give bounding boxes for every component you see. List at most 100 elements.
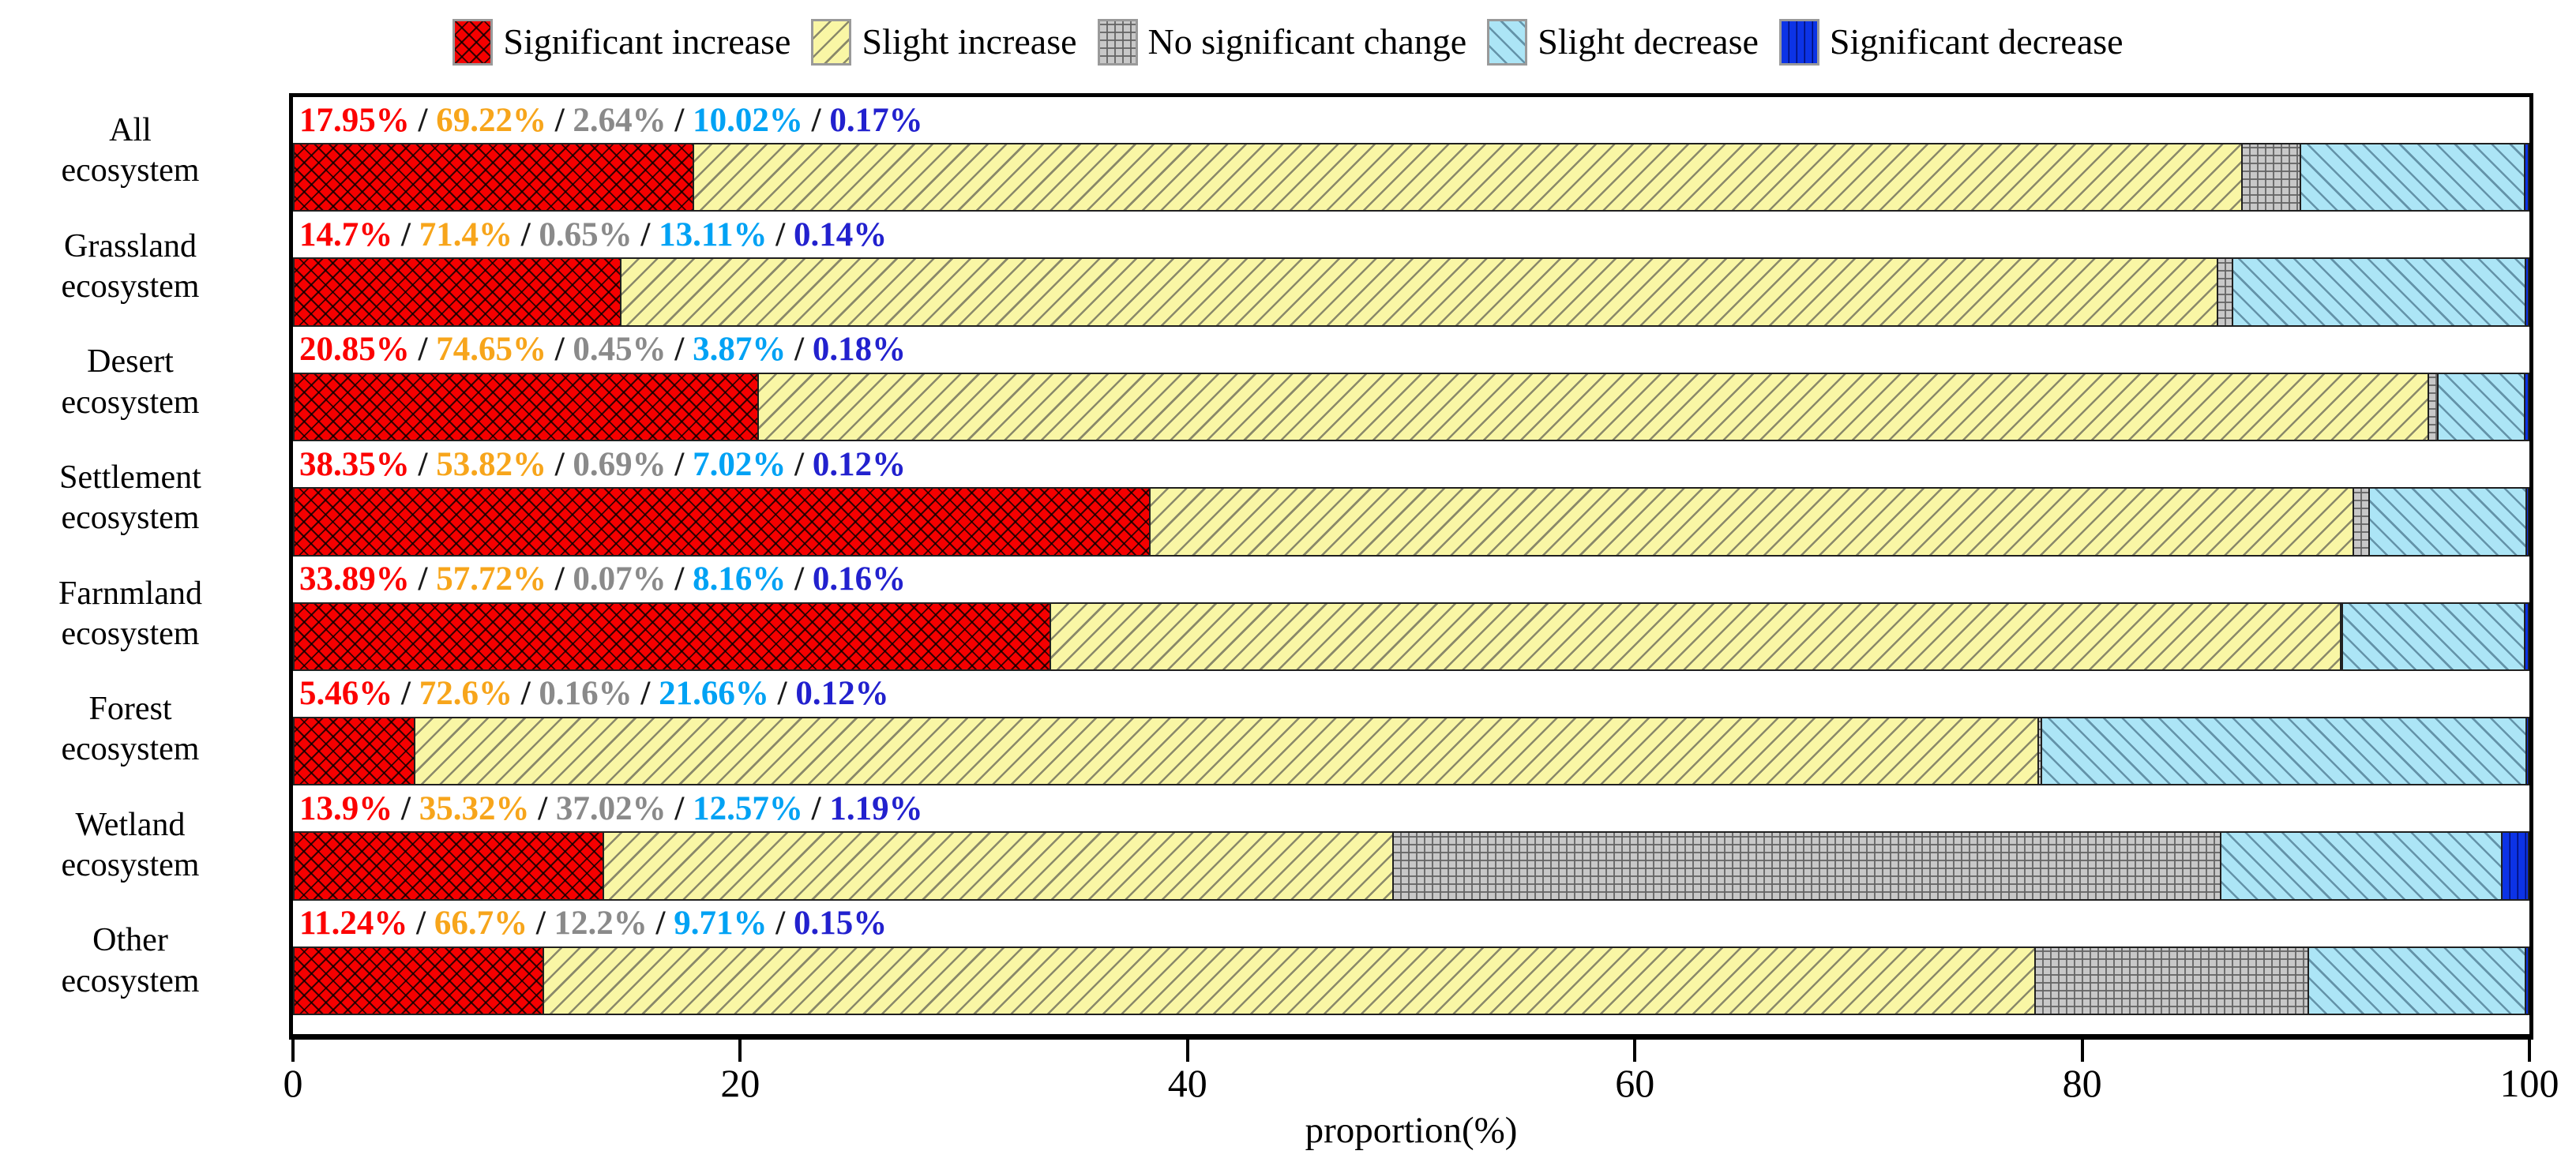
- bar-segment-no-change: [2036, 946, 2309, 1015]
- value-separator: /: [409, 445, 437, 483]
- value-label: 74.65%: [436, 331, 546, 369]
- value-separator: /: [802, 101, 830, 139]
- legend-label: Significant increase: [503, 21, 791, 62]
- value-label: 3.87%: [693, 331, 787, 369]
- value-separator: /: [767, 905, 794, 943]
- legend-label: Slight decrease: [1538, 21, 1759, 62]
- bar-segment-sig-inc: [293, 602, 1051, 671]
- tick-label: 40: [1167, 1061, 1207, 1105]
- legend-swatch-sig-inc-icon: [452, 18, 494, 66]
- value-separator: /: [767, 216, 794, 253]
- bar-segment-sig-inc: [293, 831, 604, 901]
- value-label: 8.16%: [693, 560, 787, 598]
- value-annotation-strip: 5.46% / 72.6% / 0.16% / 21.66% / 0.12%: [293, 671, 2529, 717]
- tick-mark: [1185, 1040, 1189, 1062]
- legend-label: Significant decrease: [1829, 21, 2124, 62]
- value-label: 0.16%: [812, 560, 907, 598]
- category-label: Grassland ecosystem: [61, 227, 200, 305]
- stacked-bar: [293, 946, 2529, 1015]
- value-separator: /: [632, 675, 659, 713]
- value-label: 37.02%: [555, 789, 667, 827]
- value-label: 35.32%: [419, 789, 530, 827]
- value-label: 13.11%: [659, 216, 768, 253]
- x-axis-title: proportion(%): [1305, 1110, 1518, 1151]
- category-label: Other ecosystem: [61, 922, 200, 999]
- y-axis-category-labels: All ecosystem Grassland ecosystem Desert e…: [0, 93, 261, 1040]
- bar-segment-sig-dec: [2525, 946, 2529, 1015]
- legend-item-sli-inc: Slight increase: [811, 18, 1077, 66]
- value-separator: /: [392, 675, 419, 713]
- tick-mark: [1633, 1040, 1637, 1062]
- x-axis-tick-labels: 0 20 40 60 80 100: [284, 1061, 2559, 1108]
- tick-label: 0: [283, 1061, 303, 1105]
- value-separator: /: [786, 445, 813, 483]
- value-label: 2.64%: [573, 101, 667, 139]
- value-separator: /: [768, 675, 796, 713]
- chart-row: 13.9% / 35.32% / 37.02% / 12.57% / 1.19%: [293, 785, 2529, 901]
- bar-segment-sli-inc: [759, 372, 2429, 442]
- bar-segment-sig-inc: [293, 372, 760, 442]
- value-label: 71.4%: [419, 216, 513, 253]
- bar-segment-no-change: [2038, 716, 2043, 786]
- legend-swatch-sli-dec-icon: [1487, 18, 1528, 66]
- chart-row: 11.24% / 66.7% / 12.2% / 9.71% / 0.15%: [293, 901, 2529, 1015]
- value-separator: /: [529, 789, 556, 827]
- value-label: 11.24%: [299, 905, 408, 943]
- legend-item-sig-dec: Significant decrease: [1778, 18, 2124, 66]
- bar-segment-sli-inc: [1050, 602, 2342, 671]
- legend-swatch-sli-inc-icon: [811, 18, 852, 66]
- bar-segment-sig-inc: [293, 143, 695, 212]
- value-separator: /: [512, 216, 539, 253]
- stacked-bar: [293, 372, 2529, 442]
- plot-area: 17.95% / 69.22% / 2.64% / 10.02% / 0.17%…: [289, 93, 2533, 1040]
- bar-segment-sli-inc: [544, 946, 2037, 1015]
- legend-item-sig-inc: Significant increase: [452, 18, 791, 66]
- bar-segment-sli-dec: [2343, 602, 2526, 671]
- tick-mark: [2528, 1040, 2531, 1062]
- value-separator: /: [409, 331, 437, 369]
- value-label: 0.69%: [573, 445, 667, 483]
- value-separator: /: [666, 445, 693, 483]
- value-separator: /: [666, 789, 693, 827]
- chart-row: 20.85% / 74.65% / 0.45% / 3.87% / 0.18%: [293, 327, 2529, 442]
- stacked-bar: [293, 257, 2529, 327]
- stacked-bar: [293, 831, 2529, 901]
- stacked-bar: [293, 487, 2529, 557]
- legend-swatch-no-change-icon: [1097, 18, 1138, 66]
- value-annotation-strip: 20.85% / 74.65% / 0.45% / 3.87% / 0.18%: [293, 327, 2529, 373]
- category-label: Wetland ecosystem: [61, 806, 200, 884]
- bar-segment-sig-inc: [293, 946, 545, 1015]
- bar-segment-sli-dec: [2232, 257, 2527, 327]
- tick-label: 100: [2499, 1061, 2559, 1105]
- legend-label: No significant change: [1147, 21, 1467, 62]
- value-label: 72.6%: [419, 675, 513, 713]
- tick-label: 20: [720, 1061, 760, 1105]
- bar-segment-sig-dec: [2525, 602, 2529, 671]
- value-label: 0.12%: [812, 445, 907, 483]
- value-separator: /: [409, 101, 437, 139]
- bar-segment-sli-dec: [2439, 372, 2525, 442]
- bar-segment-sig-dec: [2526, 487, 2529, 557]
- bar-segment-sig-inc: [293, 487, 1151, 557]
- value-separator: /: [647, 905, 674, 943]
- chart-row: 5.46% / 72.6% / 0.16% / 21.66% / 0.12%: [293, 671, 2529, 786]
- value-separator: /: [802, 789, 830, 827]
- bar-segment-sli-dec: [2042, 716, 2527, 786]
- value-separator: /: [512, 675, 539, 713]
- value-label: 12.57%: [693, 789, 803, 827]
- value-label: 0.18%: [812, 331, 907, 369]
- value-separator: /: [546, 101, 573, 139]
- value-separator: /: [632, 216, 659, 253]
- value-separator: /: [786, 560, 813, 598]
- bar-segment-no-change: [2242, 143, 2302, 212]
- bar-segment-sli-dec: [2308, 946, 2526, 1015]
- legend-item-no-change: No significant change: [1097, 18, 1467, 66]
- value-label: 0.07%: [573, 560, 667, 598]
- tick-label: 80: [2062, 1061, 2102, 1105]
- chart-legend: Significant increase Slight increase No si…: [0, 5, 2576, 79]
- bar-segment-sli-inc: [603, 831, 1394, 901]
- chart-row: 33.89% / 57.72% / 0.07% / 8.16% / 0.16%: [293, 557, 2529, 671]
- value-label: 1.19%: [829, 789, 923, 827]
- value-label: 0.16%: [539, 675, 633, 713]
